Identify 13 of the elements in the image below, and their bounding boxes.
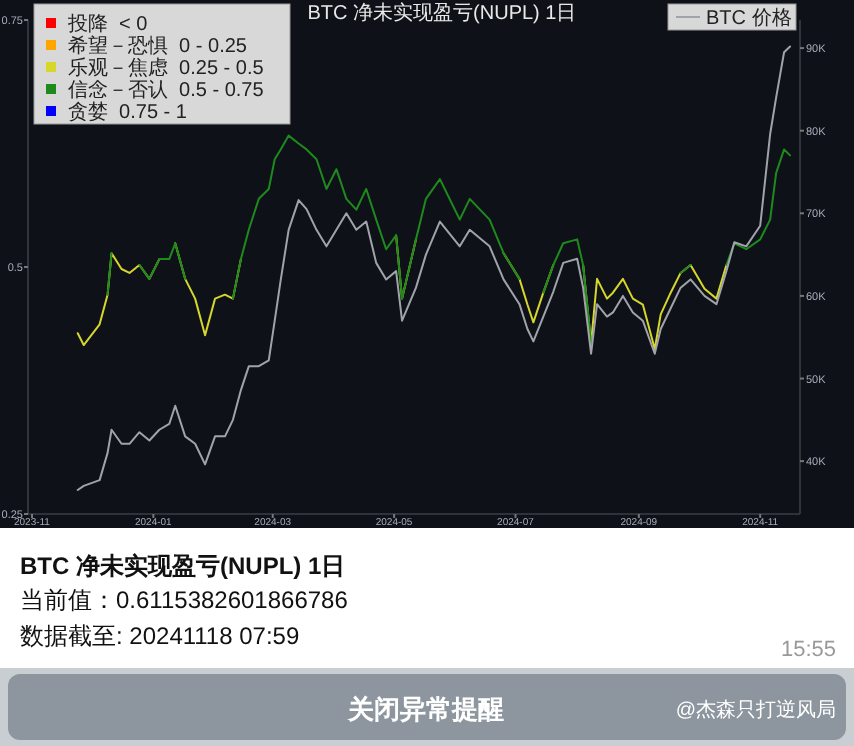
chart-title: BTC 净未实现盈亏(NUPL) 1日	[307, 1, 577, 25]
text: 15:55	[780, 638, 836, 662]
legend-label: BTC 价格	[706, 6, 792, 30]
legend-label: 贪婪 0.75 - 1	[68, 100, 188, 124]
legend-label: 希望－恐惧 0 - 0.25	[68, 34, 248, 58]
text: 当前值：0.6115382601866786	[20, 586, 349, 614]
text: BTC 净未实现盈亏(NUPL) 1日	[20, 552, 346, 580]
legend-label: 乐观－焦虑 0.25 - 0.5	[68, 56, 265, 80]
text: 数据截至: 20241118 07:59	[20, 622, 300, 650]
legend-label: 信念－否认 0.5 - 0.75	[68, 78, 265, 102]
text: @杰森只打逆风局	[675, 698, 836, 722]
text: 关闭异常提醒	[346, 694, 504, 724]
legend-label: 投降 < 0	[66, 12, 149, 36]
